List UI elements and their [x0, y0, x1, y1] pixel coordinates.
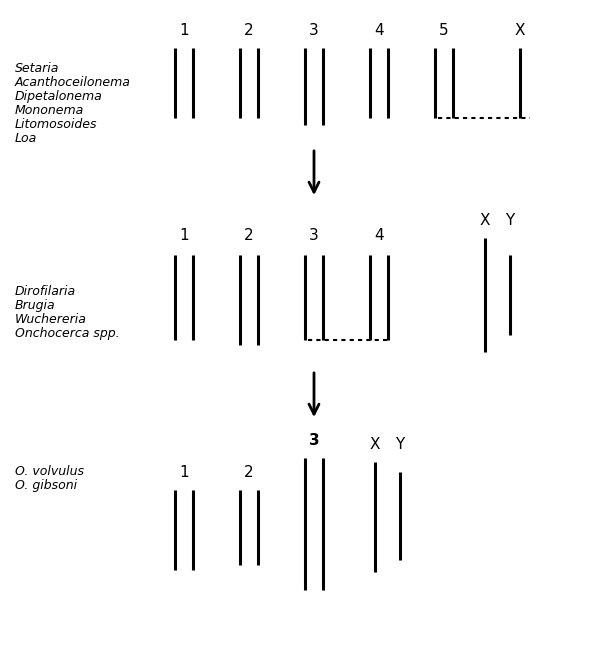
Text: Y: Y — [505, 213, 515, 228]
Text: 2: 2 — [244, 465, 254, 480]
Text: 2: 2 — [244, 23, 254, 38]
Text: 1: 1 — [179, 23, 189, 38]
Text: Onchocerca spp.: Onchocerca spp. — [15, 327, 119, 340]
Text: Brugia: Brugia — [15, 299, 56, 312]
Text: 2: 2 — [244, 228, 254, 243]
Text: 4: 4 — [374, 228, 384, 243]
Text: O. volvulus: O. volvulus — [15, 465, 84, 478]
Text: Setaria: Setaria — [15, 62, 59, 75]
Text: Dirofilaria: Dirofilaria — [15, 285, 76, 298]
Text: X: X — [370, 437, 380, 452]
Text: Wuchereria: Wuchereria — [15, 313, 87, 326]
Text: Litomosoides: Litomosoides — [15, 118, 97, 131]
Text: 1: 1 — [179, 465, 189, 480]
Text: 3: 3 — [309, 228, 319, 243]
Text: Loa: Loa — [15, 132, 37, 145]
Text: 5: 5 — [439, 23, 449, 38]
Text: 3: 3 — [309, 23, 319, 38]
Text: 4: 4 — [374, 23, 384, 38]
Text: 3: 3 — [308, 433, 319, 448]
Text: Dipetalonema: Dipetalonema — [15, 90, 103, 103]
Text: Acanthoceilonema: Acanthoceilonema — [15, 76, 131, 89]
Text: Y: Y — [395, 437, 404, 452]
Text: O. gibsoni: O. gibsoni — [15, 479, 77, 492]
Text: 1: 1 — [179, 228, 189, 243]
Text: X: X — [480, 213, 490, 228]
Text: Mononema: Mononema — [15, 104, 84, 117]
Text: X: X — [515, 23, 525, 38]
